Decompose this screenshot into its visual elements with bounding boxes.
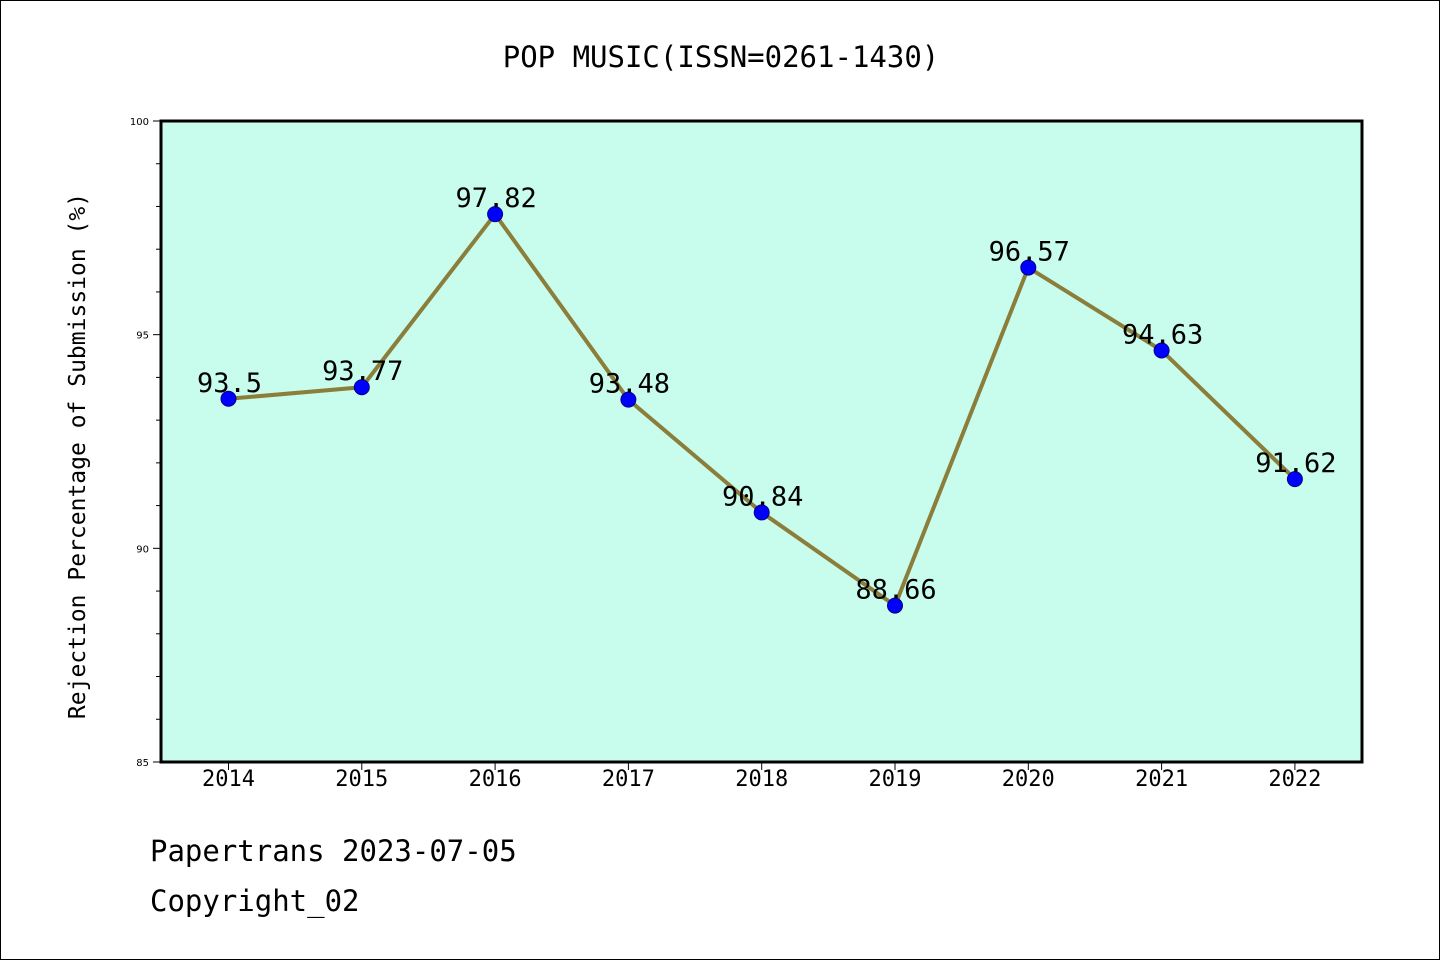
x-tick-label: 2017	[602, 767, 655, 792]
x-tick-label: 2022	[1268, 767, 1321, 792]
data-point	[1286, 471, 1303, 488]
x-tick-label: 2014	[202, 767, 255, 792]
data-label: 90.84	[722, 481, 803, 512]
y-tick-label: 90	[136, 544, 149, 555]
data-point	[887, 597, 903, 614]
data-point	[620, 391, 637, 408]
x-axis: 2014 2015 2016 2017 2018 2019 2020 2021 2022	[202, 762, 1321, 792]
footer-copyright: Copyright_02	[150, 884, 360, 918]
data-label: 93.77	[322, 356, 403, 387]
data-label: 97.82	[455, 183, 536, 214]
y-tick-label: 95	[136, 331, 149, 342]
data-point	[753, 504, 770, 521]
y-tick-label: 100	[130, 117, 149, 128]
footer-source: Papertrans 2023-07-05	[150, 834, 517, 868]
y-tick-label: 85	[136, 758, 149, 769]
chart-title: POP MUSIC(ISSN=0261-1430)	[503, 40, 940, 74]
data-label: 91.62	[1255, 448, 1336, 479]
x-tick-label: 2016	[469, 767, 522, 792]
y-axis-label: Rejection Percentage of Submission (%)	[65, 193, 91, 719]
data-point	[1153, 342, 1170, 359]
data-point	[1020, 259, 1037, 276]
x-tick-label: 2015	[335, 767, 388, 792]
data-point	[353, 379, 370, 396]
y-axis: 85 90 95 100	[130, 117, 161, 769]
data-label: 93.48	[589, 369, 670, 400]
series-rejection	[220, 206, 1303, 614]
plot-area	[159, 119, 1364, 764]
x-tick-label: 2019	[869, 767, 922, 792]
data-label: 93.5	[197, 368, 262, 399]
data-label: 88.66	[855, 575, 936, 606]
data-label: 94.63	[1122, 319, 1203, 350]
x-tick-label: 2018	[735, 767, 788, 792]
x-tick-label: 2020	[1002, 767, 1055, 792]
data-label: 96.57	[989, 237, 1070, 268]
data-point	[487, 206, 504, 223]
data-point	[220, 390, 237, 407]
data-labels: 93.5 93.77 97.82 93.48 90.84 88.66 96.57 94.63 9…	[197, 183, 1337, 605]
x-tick-label: 2021	[1135, 767, 1188, 792]
